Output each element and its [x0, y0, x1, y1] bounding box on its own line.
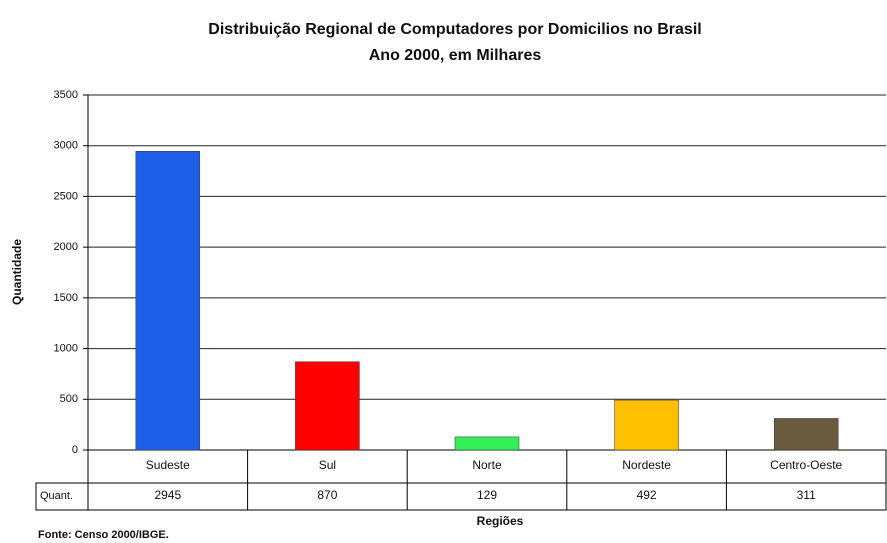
x-tick-label: Centro-Oeste — [770, 458, 842, 472]
y-tick-label: 1500 — [54, 292, 78, 304]
table-row-label: Quant. — [40, 490, 73, 502]
y-tick-label: 3000 — [54, 140, 78, 152]
y-tick-label: 500 — [60, 393, 78, 405]
x-axis-label: Regiões — [477, 514, 524, 528]
bar — [295, 361, 360, 451]
table-row-header — [35, 482, 89, 511]
x-tick-label: Sudeste — [146, 458, 190, 472]
source-note: Fonte: Censo 2000/IBGE. — [38, 529, 169, 541]
table-value: 870 — [317, 488, 337, 502]
bar — [135, 151, 201, 451]
bar — [614, 399, 679, 451]
x-tick-label: Norte — [472, 458, 502, 472]
y-tick-label: 2500 — [54, 190, 78, 202]
table-value: 2945 — [154, 488, 181, 502]
table-value: 492 — [637, 488, 657, 502]
y-axis-label: Quantidade — [10, 239, 24, 305]
x-tick-label: Nordeste — [622, 458, 671, 472]
x-tick-label: Sul — [319, 458, 336, 472]
chart-title: Distribuição Regional de Computadores po… — [208, 21, 701, 38]
bar — [454, 436, 520, 451]
table-value: 129 — [477, 488, 497, 502]
table-value: 311 — [797, 488, 816, 502]
y-tick-label: 0 — [72, 444, 78, 456]
y-tick-label: 3500 — [54, 89, 78, 101]
y-tick-label: 2000 — [54, 241, 78, 253]
y-tick-label: 1000 — [54, 342, 78, 354]
chart-subtitle: Ano 2000, em Milhares — [369, 47, 542, 64]
bar — [773, 418, 839, 451]
